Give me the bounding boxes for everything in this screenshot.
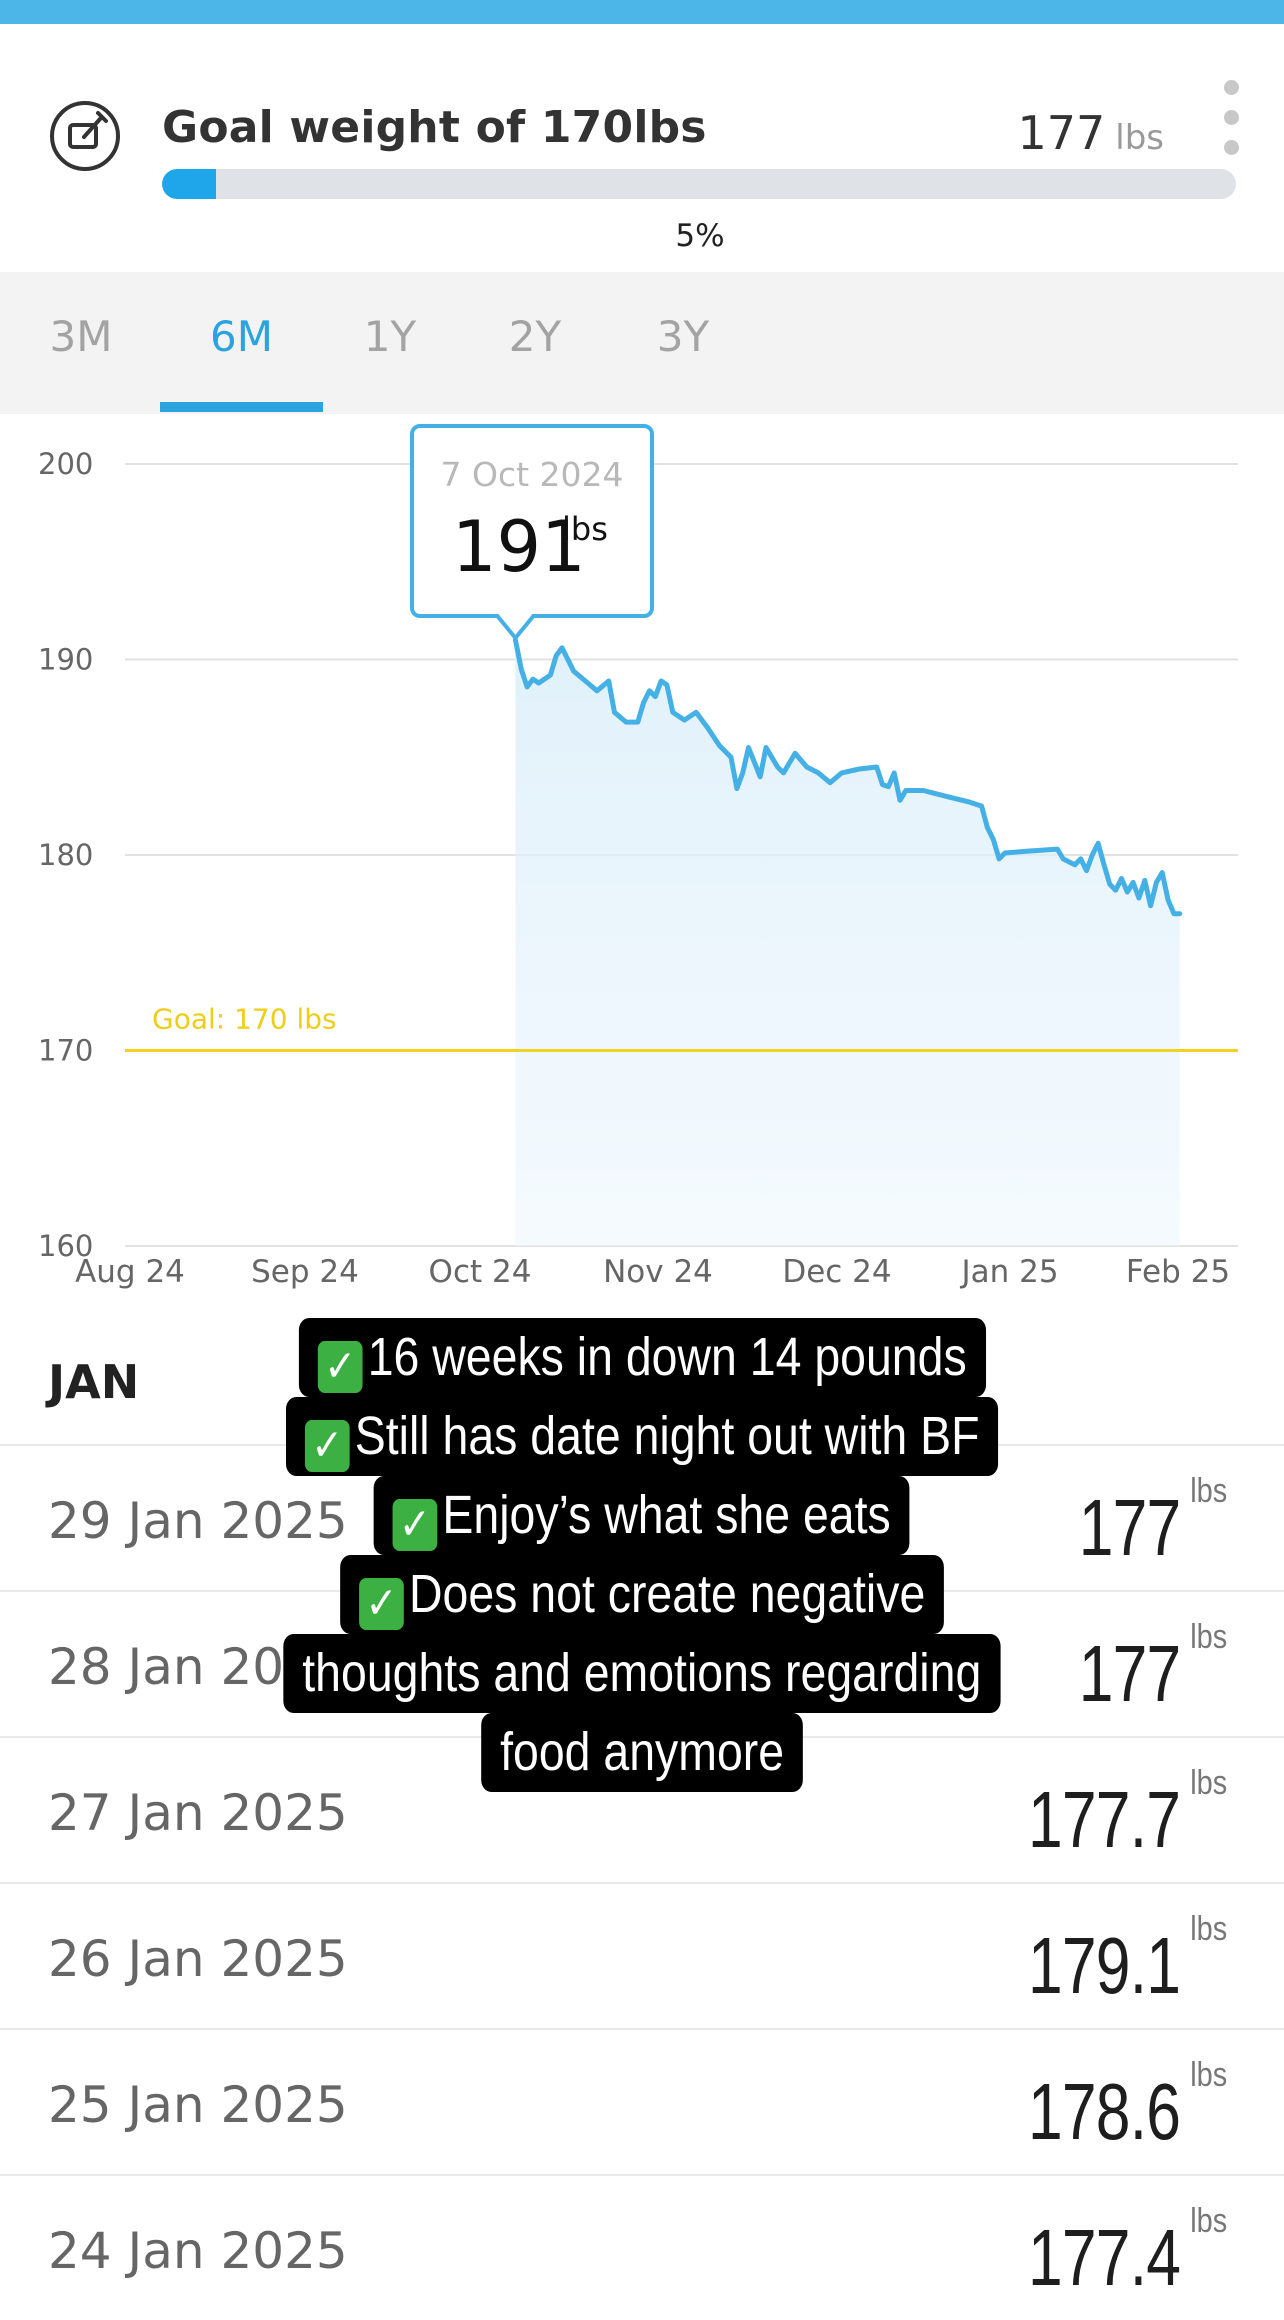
tab-2y[interactable]: 2Y	[508, 312, 562, 361]
month-header: JAN	[48, 1355, 140, 1409]
y-tick-label: 160	[38, 1229, 93, 1263]
caption-line: ✓ 16 weeks in down 14 pounds	[298, 1318, 986, 1397]
weight-entries-list: 29 Jan 2025 177 lbs 28 Jan 2025 177 lbs 27 Jan…	[0, 1444, 1284, 2320]
entry-weight: 177	[1078, 1483, 1181, 1572]
weight-entry-row[interactable]: 26 Jan 2025 179.1 lbs	[0, 1882, 1284, 2028]
y-tick-label: 190	[38, 643, 93, 677]
current-weight-unit: lbs	[1115, 118, 1164, 158]
checkmark-icon: ✓	[392, 1499, 438, 1551]
range-tabs: 3M 6M 1Y 2Y 3Y	[0, 272, 1284, 414]
tab-3m[interactable]: 3M	[49, 312, 113, 361]
caption-text: thoughts and emotions regarding	[302, 1643, 982, 1703]
goal-progress-fill	[162, 169, 216, 199]
goal-line-label: Goal: 170 lbs	[152, 1003, 337, 1036]
x-tick-label: Jan 25	[959, 1254, 1058, 1290]
caption-line: thoughts and emotions regarding	[283, 1634, 1001, 1713]
more-options-icon[interactable]	[1214, 80, 1248, 170]
goal-progress-percent: 5%	[675, 218, 725, 254]
checkmark-icon: ✓	[304, 1420, 350, 1472]
weight-entry-row[interactable]: 25 Jan 2025 178.6 lbs	[0, 2028, 1284, 2174]
tooltip-unit: lbs	[562, 510, 608, 548]
checkmark-icon: ✓	[358, 1578, 404, 1630]
tooltip-value: 191	[452, 506, 586, 588]
entry-date: 24 Jan 2025	[48, 2222, 348, 2280]
goal-edit-icon[interactable]	[48, 99, 122, 173]
y-tick-label: 170	[38, 1034, 93, 1068]
entry-date: 26 Jan 2025	[48, 1930, 348, 1988]
caption-text: Still has date night out with BF	[354, 1406, 980, 1466]
goal-card[interactable]: Goal weight of 170lbs 177 lbs 5%	[0, 24, 1284, 272]
tooltip-box	[410, 424, 654, 642]
x-tick-label: Nov 24	[603, 1254, 713, 1290]
caption-text: food anymore	[500, 1722, 784, 1782]
caption-text: 16 weeks in down 14 pounds	[367, 1327, 967, 1387]
x-tick-label: Aug 24	[75, 1254, 185, 1290]
weight-area	[515, 639, 1180, 1246]
y-tick-label: 200	[38, 447, 93, 481]
entry-unit: lbs	[1189, 1764, 1227, 1802]
entry-date: 25 Jan 2025	[48, 2076, 348, 2134]
checkmark-icon: ✓	[317, 1341, 363, 1393]
entry-weight: 179.1	[1027, 1921, 1181, 2010]
goal-title: Goal weight of 170lbs	[162, 102, 707, 153]
entry-date: 29 Jan 2025	[48, 1492, 348, 1550]
caption-text: Does not create negative	[408, 1564, 926, 1624]
weight-chart[interactable]: 200 190 180 170 160 Aug 24 Sep 24 Oct 24 Nov 24 D…	[0, 414, 1284, 1314]
caption-line: ✓ Enjoy’s what she eats	[373, 1476, 911, 1555]
entry-unit: lbs	[1189, 1472, 1227, 1510]
caption-overlay: ✓ 16 weeks in down 14 pounds ✓ Still has da…	[0, 1318, 1284, 1792]
entry-unit: lbs	[1189, 2056, 1227, 2094]
goal-progress-bar	[162, 169, 1236, 199]
x-tick-label: Oct 24	[429, 1254, 532, 1290]
entry-unit: lbs	[1189, 2202, 1227, 2240]
entry-weight: 178.6	[1027, 2067, 1181, 2156]
caption-line: ✓ Does not create negative	[339, 1555, 945, 1634]
weight-line	[512, 637, 1183, 917]
x-tick-label: Dec 24	[782, 1254, 891, 1290]
entry-date: 27 Jan 2025	[48, 1784, 348, 1842]
weight-entry-row[interactable]: 24 Jan 2025 177.4 lbs	[0, 2174, 1284, 2320]
entry-unit: lbs	[1189, 1618, 1227, 1656]
current-weight-value: 177	[1017, 106, 1106, 160]
entry-weight: 177.7	[1027, 1775, 1181, 1864]
entry-weight: 177	[1078, 1629, 1181, 1718]
tab-6m[interactable]: 6M	[210, 312, 273, 361]
entry-weight: 177.4	[1027, 2213, 1181, 2302]
caption-line: ✓ Still has date night out with BF	[285, 1397, 999, 1476]
caption-line: food anymore	[481, 1713, 803, 1792]
entry-unit: lbs	[1189, 1910, 1227, 1948]
x-tick-label: Feb 25	[1126, 1254, 1230, 1290]
caption-text: Enjoy’s what she eats	[442, 1485, 892, 1545]
tooltip-date: 7 Oct 2024	[440, 455, 623, 494]
tab-3y[interactable]: 3Y	[656, 312, 710, 361]
current-weight: 177 lbs	[1017, 106, 1164, 160]
x-tick-label: Sep 24	[251, 1254, 359, 1290]
active-tab-indicator	[160, 402, 323, 412]
top-accent-bar	[0, 0, 1284, 24]
y-tick-label: 180	[38, 838, 93, 872]
tab-1y[interactable]: 1Y	[363, 312, 417, 361]
